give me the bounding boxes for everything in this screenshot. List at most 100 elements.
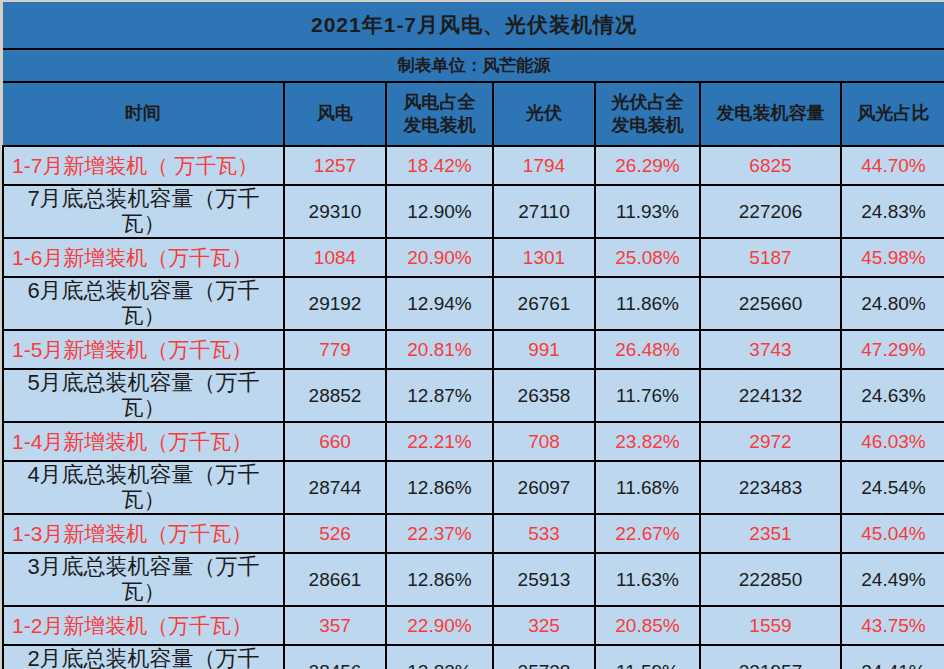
table-row: 1-6月新增装机（万千瓦）108420.90%130125.08%518745.… bbox=[3, 238, 944, 277]
cell-value: 29192 bbox=[284, 277, 386, 330]
cell-value: 5187 bbox=[700, 238, 841, 277]
row-label: 1-6月新增装机（万千瓦） bbox=[3, 238, 284, 277]
data-table: 2021年1-7月风电、光伏装机情况 制表单位：风芒能源 时间 风电 风电占全发… bbox=[2, 2, 944, 669]
row-label: 1-2月新增装机（万千瓦） bbox=[3, 606, 284, 645]
table-row: 1-5月新增装机（万千瓦）77920.81%99126.48%374347.29… bbox=[3, 330, 944, 369]
cell-value: 533 bbox=[493, 514, 595, 553]
cell-value: 26.29% bbox=[595, 146, 700, 185]
cell-value: 26.48% bbox=[595, 330, 700, 369]
cell-value: 11.59% bbox=[595, 645, 700, 669]
cell-value: 45.04% bbox=[841, 514, 944, 553]
cell-value: 221957 bbox=[700, 645, 841, 669]
row-label: 1-3月新增装机（万千瓦） bbox=[3, 514, 284, 553]
cell-value: 6825 bbox=[700, 146, 841, 185]
cell-value: 23.82% bbox=[595, 422, 700, 461]
installation-table: 2021年1-7月风电、光伏装机情况 制表单位：风芒能源 时间 风电 风电占全发… bbox=[2, 2, 944, 669]
cell-value: 708 bbox=[493, 422, 595, 461]
row-label: 1-7月新增装机（ 万千瓦） bbox=[3, 146, 284, 185]
cell-value: 2351 bbox=[700, 514, 841, 553]
cell-value: 46.03% bbox=[841, 422, 944, 461]
cell-value: 526 bbox=[284, 514, 386, 553]
column-header-solar: 光伏 bbox=[493, 82, 595, 146]
cell-value: 222850 bbox=[700, 553, 841, 606]
cell-value: 18.42% bbox=[386, 146, 493, 185]
column-header-wind-solar-ratio: 风光占比 bbox=[841, 82, 944, 146]
cell-value: 12.86% bbox=[386, 461, 493, 514]
cell-value: 227206 bbox=[700, 185, 841, 238]
column-header-total-capacity: 发电装机容量 bbox=[700, 82, 841, 146]
cell-value: 12.86% bbox=[386, 553, 493, 606]
table-row: 1-3月新增装机（万千瓦）52622.37%53322.67%235145.04… bbox=[3, 514, 944, 553]
row-label: 2月底总装机容量（万千瓦） bbox=[3, 645, 284, 669]
cell-value: 24.80% bbox=[841, 277, 944, 330]
cell-value: 12.82% bbox=[386, 645, 493, 669]
row-label: 5月底总装机容量（万千瓦） bbox=[3, 369, 284, 422]
cell-value: 325 bbox=[493, 606, 595, 645]
cell-value: 26761 bbox=[493, 277, 595, 330]
cell-value: 24.63% bbox=[841, 369, 944, 422]
cell-value: 28852 bbox=[284, 369, 386, 422]
cell-value: 660 bbox=[284, 422, 386, 461]
cell-value: 357 bbox=[284, 606, 386, 645]
cell-value: 779 bbox=[284, 330, 386, 369]
table-row: 1-4月新增装机（万千瓦）66022.21%70823.82%297246.03… bbox=[3, 422, 944, 461]
table-row: 1-7月新增装机（ 万千瓦）125718.42%179426.29%682544… bbox=[3, 146, 944, 185]
header-row: 时间 风电 风电占全发电装机 光伏 光伏占全发电装机 发电装机容量 风光占比 bbox=[3, 82, 944, 146]
cell-value: 43.75% bbox=[841, 606, 944, 645]
cell-value: 22.37% bbox=[386, 514, 493, 553]
column-header-wind-share: 风电占全发电装机 bbox=[386, 82, 493, 146]
cell-value: 2972 bbox=[700, 422, 841, 461]
cell-value: 28744 bbox=[284, 461, 386, 514]
cell-value: 1084 bbox=[284, 238, 386, 277]
cell-value: 12.87% bbox=[386, 369, 493, 422]
table-row: 4月底总装机容量（万千瓦）2874412.86%2609711.68%22348… bbox=[3, 461, 944, 514]
cell-value: 11.76% bbox=[595, 369, 700, 422]
cell-value: 12.90% bbox=[386, 185, 493, 238]
cell-value: 11.63% bbox=[595, 553, 700, 606]
cell-value: 225660 bbox=[700, 277, 841, 330]
cell-value: 20.81% bbox=[386, 330, 493, 369]
cell-value: 24.83% bbox=[841, 185, 944, 238]
cell-value: 26358 bbox=[493, 369, 595, 422]
cell-value: 20.85% bbox=[595, 606, 700, 645]
row-label: 6月底总装机容量（万千瓦） bbox=[3, 277, 284, 330]
cell-value: 24.49% bbox=[841, 553, 944, 606]
cell-value: 27110 bbox=[493, 185, 595, 238]
table-source: 制表单位：风芒能源 bbox=[3, 49, 944, 82]
cell-value: 47.29% bbox=[841, 330, 944, 369]
column-header-wind: 风电 bbox=[284, 82, 386, 146]
cell-value: 12.94% bbox=[386, 277, 493, 330]
cell-value: 29310 bbox=[284, 185, 386, 238]
cell-value: 22.67% bbox=[595, 514, 700, 553]
cell-value: 224132 bbox=[700, 369, 841, 422]
row-label: 1-4月新增装机（万千瓦） bbox=[3, 422, 284, 461]
table-row: 7月底总装机容量（万千瓦）2931012.90%2711011.93%22720… bbox=[3, 185, 944, 238]
cell-value: 11.93% bbox=[595, 185, 700, 238]
cell-value: 1301 bbox=[493, 238, 595, 277]
row-label: 3月底总装机容量（万千瓦） bbox=[3, 553, 284, 606]
cell-value: 22.90% bbox=[386, 606, 493, 645]
cell-value: 1559 bbox=[700, 606, 841, 645]
column-header-solar-share: 光伏占全发电装机 bbox=[595, 82, 700, 146]
table-row: 2月底总装机容量（万千瓦）2845612.82%2572811.59%22195… bbox=[3, 645, 944, 669]
cell-value: 11.68% bbox=[595, 461, 700, 514]
cell-value: 24.54% bbox=[841, 461, 944, 514]
cell-value: 223483 bbox=[700, 461, 841, 514]
cell-value: 26097 bbox=[493, 461, 595, 514]
column-header-time: 时间 bbox=[3, 82, 284, 146]
cell-value: 25913 bbox=[493, 553, 595, 606]
table-title: 2021年1-7月风电、光伏装机情况 bbox=[3, 2, 944, 49]
cell-value: 28456 bbox=[284, 645, 386, 669]
cell-value: 24.41% bbox=[841, 645, 944, 669]
cell-value: 25728 bbox=[493, 645, 595, 669]
cell-value: 44.70% bbox=[841, 146, 944, 185]
table-body: 1-7月新增装机（ 万千瓦）125718.42%179426.29%682544… bbox=[3, 146, 944, 669]
table-row: 1-2月新增装机（万千瓦）35722.90%32520.85%155943.75… bbox=[3, 606, 944, 645]
cell-value: 45.98% bbox=[841, 238, 944, 277]
cell-value: 1257 bbox=[284, 146, 386, 185]
cell-value: 25.08% bbox=[595, 238, 700, 277]
cell-value: 991 bbox=[493, 330, 595, 369]
row-label: 4月底总装机容量（万千瓦） bbox=[3, 461, 284, 514]
table-row: 3月底总装机容量（万千瓦）2866112.86%2591311.63%22285… bbox=[3, 553, 944, 606]
title-row: 2021年1-7月风电、光伏装机情况 bbox=[3, 2, 944, 49]
